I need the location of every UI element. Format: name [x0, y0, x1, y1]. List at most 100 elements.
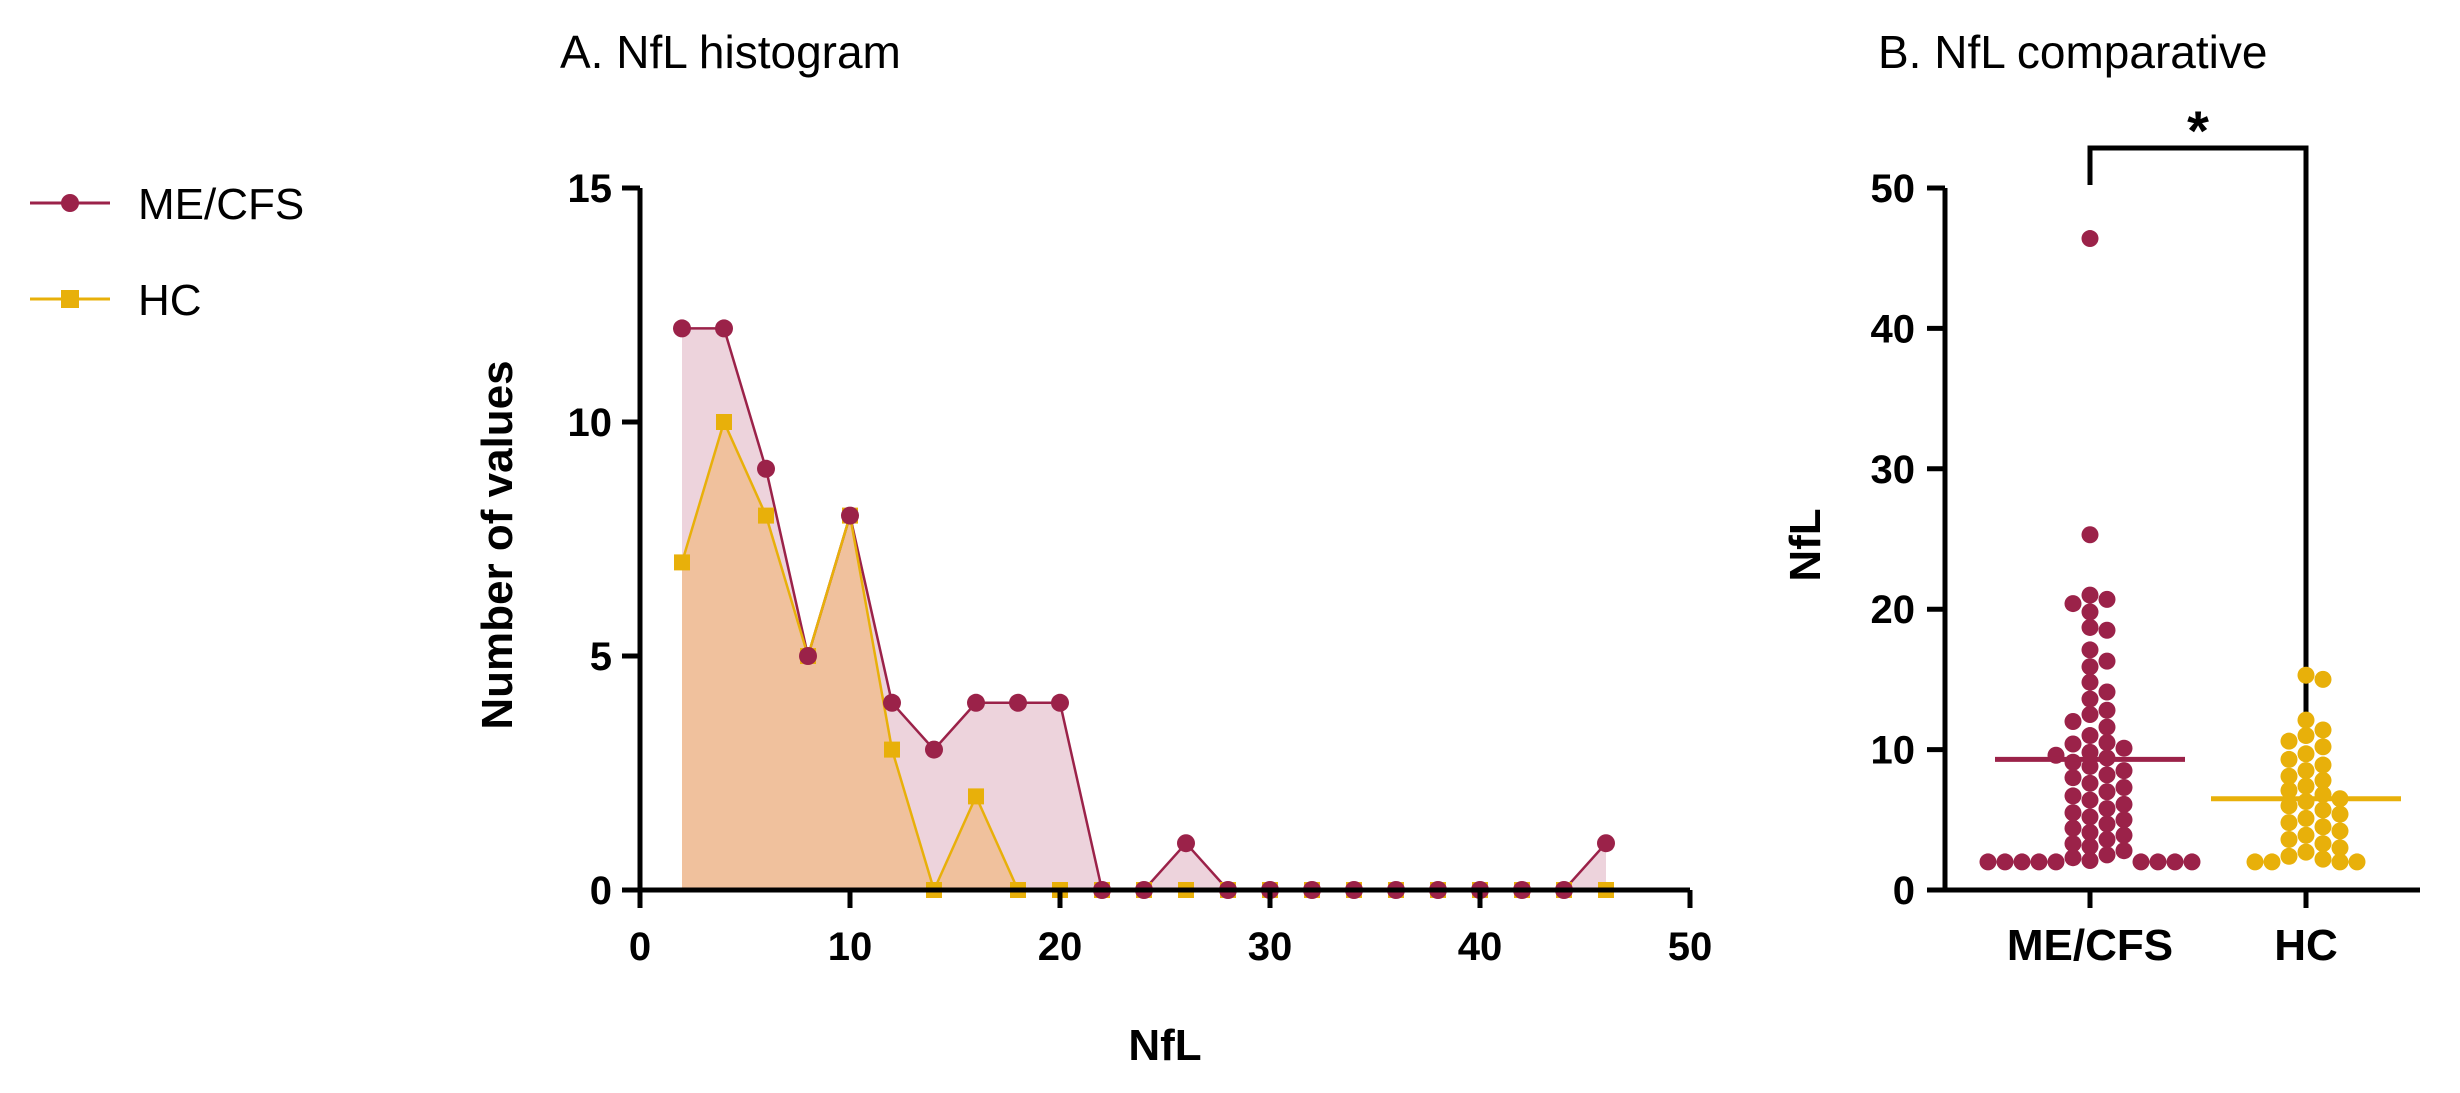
comparative-point-mecfs [2064, 595, 2082, 613]
histogram-area-mecfs [682, 328, 1606, 890]
histogram-point-hc [758, 507, 774, 524]
comparative-point-hc [2280, 750, 2298, 768]
y-tick-label: 15 [568, 167, 613, 211]
comparative-point-hc [2280, 797, 2298, 815]
comparative-point-mecfs [2047, 853, 2065, 871]
comparative-point-hc [2280, 781, 2298, 799]
x-tick-label: 40 [1458, 925, 1503, 969]
comparative-point-hc [2314, 818, 2332, 836]
comparative-point-mecfs [2183, 853, 2201, 871]
comparative-point-hc [2297, 843, 2315, 861]
y-tick-label: 20 [1871, 588, 1916, 632]
comparative-point-mecfs [2081, 852, 2099, 870]
comparative-point-mecfs [2081, 774, 2099, 792]
comparative-point-mecfs [2064, 753, 2082, 771]
comparative-point-mecfs [2064, 713, 2082, 731]
panel-a-y-ticks: 0 5 10 15 [568, 167, 640, 913]
comparative-point-mecfs [2115, 762, 2133, 780]
histogram-point-mecfs [1009, 693, 1027, 712]
comparative-point-mecfs [2081, 837, 2099, 855]
comparative-point-mecfs [2098, 846, 2116, 864]
histogram-point-mecfs [757, 459, 775, 478]
comparative-point-mecfs [2081, 586, 2099, 604]
comparative-point-hc [2297, 777, 2315, 795]
comparative-point-mecfs [2064, 804, 2082, 822]
comparative-point-mecfs [2098, 590, 2116, 608]
panel-a-x-axis-label: NfL [1128, 1021, 1201, 1070]
comparative-point-mecfs [2098, 783, 2116, 801]
histogram-point-hc [968, 788, 984, 805]
comparative-point-mecfs [2098, 683, 2116, 701]
comparative-point-mecfs [1996, 853, 2014, 871]
comparative-point-mecfs [2081, 603, 2099, 621]
comparative-point-mecfs [2030, 853, 2048, 871]
comparative-point-hc [2297, 809, 2315, 827]
comparative-point-hc [2280, 830, 2298, 848]
comparative-point-hc [2348, 853, 2366, 871]
comparative-point-hc [2297, 793, 2315, 811]
x-tick-label: 30 [1248, 925, 1293, 969]
comparative-point-mecfs [2081, 808, 2099, 826]
y-tick-label: 10 [568, 401, 613, 445]
comparative-point-hc [2314, 670, 2332, 688]
x-tick-label: 20 [1038, 925, 1083, 969]
comparative-point-mecfs [1979, 853, 1997, 871]
significance-star: * [2187, 99, 2209, 162]
legend-label-mecfs: ME/CFS [138, 180, 304, 229]
comparative-point-hc [2297, 826, 2315, 844]
comparative-point-hc [2297, 745, 2315, 763]
comparative-point-mecfs [2098, 621, 2116, 639]
histogram-point-hc [884, 741, 900, 758]
comparative-point-mecfs [2098, 734, 2116, 752]
panel-a-title: A. NfL histogram [560, 26, 901, 78]
comparative-point-mecfs [2081, 673, 2099, 691]
histogram-point-mecfs [799, 647, 817, 665]
panel-b-title: B. NfL comparative [1878, 26, 2267, 78]
comparative-point-mecfs [2132, 853, 2150, 871]
comparative-point-mecfs [2064, 735, 2082, 753]
histogram-area-hc [682, 422, 1606, 890]
comparative-point-hc [2331, 839, 2349, 857]
comparative-point-hc [2331, 822, 2349, 840]
comparative-point-mecfs [2098, 652, 2116, 670]
comparative-point-mecfs [2098, 830, 2116, 848]
comparative-point-hc [2297, 711, 2315, 729]
legend-marker-mecfs [61, 194, 79, 212]
comparative-point-mecfs [2149, 853, 2167, 871]
comparative-point-mecfs [2064, 849, 2082, 867]
comparative-point-mecfs [2081, 727, 2099, 745]
y-tick-label: 40 [1871, 307, 1916, 351]
panel-b-y-ticks: 0 10 20 30 40 50 [1871, 167, 1945, 913]
comparative-point-hc [2314, 850, 2332, 868]
comparative-point-mecfs [2081, 526, 2099, 544]
histogram-point-mecfs [841, 506, 859, 525]
comparative-point-mecfs [2064, 835, 2082, 853]
comparative-point-hc [2280, 732, 2298, 750]
comparative-point-mecfs [2098, 701, 2116, 719]
comparative-point-mecfs [2081, 690, 2099, 708]
comparative-point-hc [2297, 762, 2315, 780]
comparative-point-mecfs [2064, 769, 2082, 787]
panel-b-comparative: B. NfL comparative * 0 10 20 30 40 50 ME/CFS H… [1781, 26, 2420, 970]
significance-bracket [2087, 145, 2309, 715]
comparative-point-mecfs [2081, 658, 2099, 676]
comparative-point-hc [2280, 814, 2298, 832]
histogram-point-mecfs [1051, 693, 1069, 712]
y-tick-label: 30 [1871, 448, 1916, 492]
y-tick-label: 50 [1871, 167, 1916, 211]
comparative-point-mecfs [2081, 230, 2099, 248]
comparative-point-hc [2314, 835, 2332, 853]
panel-b-y-axis-label: NfL [1781, 508, 1830, 581]
comparative-point-hc [2246, 853, 2264, 871]
comparative-point-mecfs [2081, 641, 2099, 659]
comparative-point-hc [2314, 756, 2332, 774]
comparative-point-mecfs [2081, 743, 2099, 761]
y-tick-label: 5 [590, 635, 612, 679]
comparative-point-hc [2314, 721, 2332, 739]
comparative-point-hc [2314, 771, 2332, 789]
x-tick-label: 50 [1668, 925, 1713, 969]
x-tick-label: 10 [828, 925, 873, 969]
panel-a-x-ticks: 0 10 20 30 40 50 [629, 890, 1712, 969]
